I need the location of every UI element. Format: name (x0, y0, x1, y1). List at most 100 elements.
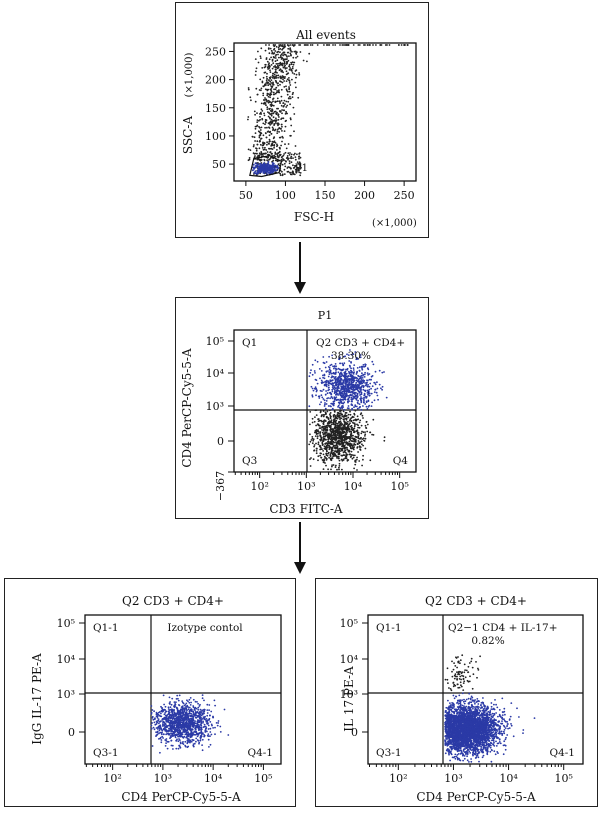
data-point (271, 142, 274, 145)
data-point (366, 408, 369, 410)
data-point (355, 405, 358, 408)
data-point (270, 170, 273, 173)
data-point (472, 673, 475, 676)
data-point (341, 431, 344, 434)
data-point (176, 725, 178, 727)
data-point (279, 102, 281, 104)
data-point (264, 49, 267, 52)
data-point (283, 86, 286, 88)
data-point (219, 731, 222, 733)
data-point (371, 433, 373, 436)
data-point (366, 430, 369, 433)
data-point (289, 48, 291, 50)
data-point (458, 686, 461, 689)
data-point (248, 157, 251, 159)
data-point (266, 66, 269, 69)
chart-isotype-control: Q2 CD3 + CD4+ CD4 PerCP-Cy5-5-A IgG IL-1… (30, 594, 282, 804)
data-point (161, 707, 163, 709)
data-point (355, 381, 358, 384)
data-point (270, 101, 273, 104)
data-point (350, 404, 353, 406)
data-point (335, 442, 338, 445)
data-point (195, 714, 198, 717)
data-point (454, 673, 457, 676)
data-point (177, 721, 179, 723)
data-point (276, 51, 279, 54)
data-point (188, 712, 191, 715)
quadrant-label-bottom-right: Q4 (393, 455, 409, 467)
data-point (367, 406, 370, 408)
data-point (397, 44, 400, 46)
data-point (326, 416, 329, 419)
data-point (335, 439, 337, 441)
data-point (254, 140, 256, 142)
data-point (264, 65, 267, 68)
data-point (328, 355, 330, 358)
data-point (347, 354, 350, 356)
data-point (179, 746, 182, 749)
data-point (286, 56, 288, 58)
data-point (352, 419, 355, 422)
data-point (181, 715, 184, 717)
data-point (308, 375, 311, 378)
data-point (471, 666, 474, 669)
data-point (289, 171, 291, 174)
data-point (331, 457, 333, 459)
data-point (381, 385, 384, 388)
data-point (332, 382, 335, 385)
data-point (348, 383, 351, 386)
y-tick-label: 150 (205, 102, 226, 115)
data-point (183, 719, 186, 722)
data-point (207, 738, 210, 741)
data-point (336, 445, 339, 448)
data-point (175, 729, 178, 732)
data-point (321, 426, 323, 428)
data-point (291, 78, 293, 81)
data-point (320, 394, 323, 397)
data-point (170, 703, 173, 706)
data-point (273, 140, 276, 143)
data-point (361, 372, 363, 375)
data-point (296, 153, 298, 156)
data-point (259, 57, 262, 59)
data-point (188, 710, 191, 713)
data-point (364, 382, 366, 384)
data-point (334, 425, 337, 428)
data-point (201, 718, 204, 720)
data-point (324, 383, 327, 385)
data-point (195, 730, 198, 733)
chart-title: All events (295, 28, 356, 42)
data-point (254, 100, 257, 103)
data-point (159, 736, 162, 739)
data-point (350, 371, 352, 374)
data-point (214, 733, 216, 736)
data-point (267, 153, 270, 156)
data-point (186, 746, 189, 749)
data-point (281, 125, 283, 128)
data-point (328, 388, 330, 391)
data-point (358, 426, 361, 429)
x-tick-label: 250 (394, 189, 415, 202)
data-point (342, 445, 345, 447)
data-point (366, 379, 369, 382)
data-point (188, 719, 191, 721)
data-point (279, 54, 282, 57)
data-point (170, 728, 173, 731)
data-point (352, 428, 355, 431)
data-point (295, 56, 297, 59)
data-point (184, 740, 187, 743)
data-point (309, 44, 312, 46)
data-point (333, 434, 336, 437)
data-point (311, 44, 314, 46)
data-point (354, 409, 357, 412)
data-point (267, 168, 270, 171)
data-point (276, 160, 279, 163)
data-point (164, 723, 167, 726)
data-point (332, 455, 335, 457)
data-point (268, 138, 271, 141)
data-point (269, 151, 272, 153)
data-point (171, 697, 174, 700)
data-point (360, 409, 363, 411)
data-point (166, 717, 169, 720)
